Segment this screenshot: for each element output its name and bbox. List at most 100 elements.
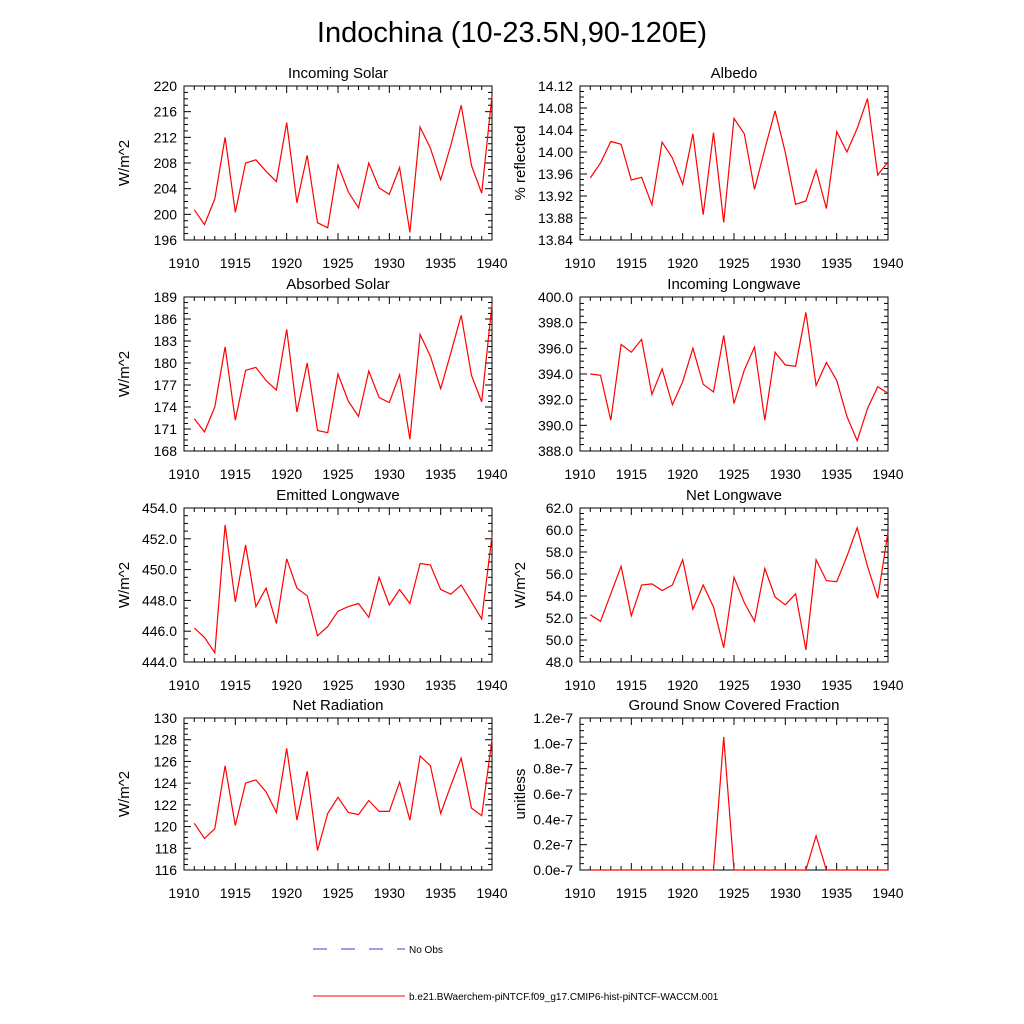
- y-tick-label: 400.0: [538, 289, 573, 305]
- x-tick-label: 1925: [718, 885, 749, 901]
- y-tick-label: 116: [155, 862, 178, 878]
- x-tick-label: 1930: [374, 677, 405, 693]
- x-tick-label: 1910: [168, 255, 199, 271]
- x-tick-label: 1920: [271, 885, 302, 901]
- y-tick-label: 58.0: [546, 544, 573, 560]
- y-tick-label: 0.2e-7: [533, 837, 573, 853]
- y-tick-label: 50.0: [546, 632, 573, 648]
- x-tick-label: 1940: [872, 885, 903, 901]
- y-tick-label: 122: [154, 797, 178, 813]
- x-tick-label: 1935: [821, 885, 852, 901]
- chart-panel: Albedo % reflected 1910 1915 1920 1925 1930 193…: [512, 65, 904, 271]
- y-axis-label: W/m^2: [116, 351, 133, 397]
- x-tick-label: 1940: [476, 885, 507, 901]
- x-tick-label: 1925: [322, 885, 353, 901]
- y-tick-label: 54.0: [546, 588, 573, 604]
- x-tick-label: 1930: [770, 885, 801, 901]
- chart-panel: Emitted Longwave W/m^2 1910 1915 1920 1925 193…: [116, 487, 508, 693]
- y-tick-label: 52.0: [546, 610, 573, 626]
- x-tick-label: 1930: [374, 466, 405, 482]
- panels: Incoming Solar W/m^2 1910 1915 1920 1925 1930 1…: [116, 65, 904, 901]
- y-tick-label: 130: [154, 710, 178, 726]
- x-tick-label: 1925: [322, 255, 353, 271]
- series-line: [589, 525, 889, 651]
- y-tick-label: 398.0: [538, 315, 573, 331]
- series-line: [193, 304, 493, 440]
- y-tick-label: 448.0: [142, 592, 177, 608]
- chart-panel: Net Radiation W/m^2 1910 1915 1920 1925 1930 19…: [116, 697, 508, 901]
- x-tick-label: 1915: [616, 677, 647, 693]
- legend-label-no-obs: No Obs: [409, 945, 443, 956]
- y-tick-label: 0.6e-7: [533, 786, 573, 802]
- x-tick-label: 1910: [168, 677, 199, 693]
- x-tick-label: 1910: [564, 466, 595, 482]
- x-tick-label: 1935: [821, 677, 852, 693]
- x-tick-label: 1920: [271, 677, 302, 693]
- chart-panel: Ground Snow Covered Fraction unitless 1910…: [512, 697, 904, 901]
- y-tick-label: 204: [154, 181, 178, 197]
- x-tick-label: 1930: [374, 255, 405, 271]
- x-tick-label: 1940: [872, 677, 903, 693]
- x-tick-label: 1915: [616, 885, 647, 901]
- plot-frame: [183, 507, 493, 663]
- y-tick-label: 13.84: [538, 232, 573, 248]
- series-line: [590, 312, 889, 443]
- x-tick-label: 1940: [872, 466, 903, 482]
- y-tick-label: 0.4e-7: [533, 811, 573, 827]
- x-tick-label: 1915: [220, 255, 251, 271]
- x-tick-label: 1915: [616, 255, 647, 271]
- y-tick-label: 212: [154, 129, 178, 145]
- y-tick-label: 183: [154, 333, 178, 349]
- y-tick-label: 124: [154, 775, 178, 791]
- y-tick-label: 388.0: [538, 443, 573, 459]
- series-line: [193, 524, 493, 655]
- x-tick-label: 1920: [667, 255, 698, 271]
- x-tick-label: 1940: [476, 677, 507, 693]
- y-tick-label: 14.12: [538, 78, 573, 94]
- y-tick-label: 13.96: [538, 166, 573, 182]
- series-line: [193, 95, 493, 233]
- x-tick-label: 1930: [770, 677, 801, 693]
- y-tick-label: 180: [154, 355, 178, 371]
- x-tick-label: 1920: [271, 255, 302, 271]
- y-tick-label: 186: [154, 311, 178, 327]
- y-tick-label: 177: [154, 377, 178, 393]
- x-tick-label: 1935: [821, 255, 852, 271]
- legend-label-model: b.e21.BWaerchem-piNTCF.f09_g17.CMIP6-his…: [409, 992, 719, 1003]
- x-tick-label: 1920: [667, 677, 698, 693]
- x-tick-label: 1930: [770, 255, 801, 271]
- y-tick-label: 62.0: [546, 500, 573, 516]
- x-tick-label: 1920: [271, 466, 302, 482]
- y-axis-label: unitless: [512, 769, 529, 820]
- chart-panel: Net Longwave W/m^2 1910 1915 1920 1925 1930 193…: [512, 487, 904, 693]
- panel-title: Absorbed Solar: [286, 276, 389, 293]
- y-tick-label: 392.0: [538, 392, 573, 408]
- x-tick-label: 1925: [322, 677, 353, 693]
- series-line: [589, 98, 889, 223]
- x-tick-label: 1915: [220, 677, 251, 693]
- y-tick-label: 14.04: [538, 122, 573, 138]
- x-tick-label: 1930: [374, 885, 405, 901]
- x-tick-label: 1910: [168, 466, 199, 482]
- y-tick-label: 13.92: [538, 188, 573, 204]
- y-axis-label: W/m^2: [116, 771, 133, 817]
- y-tick-label: 200: [154, 206, 178, 222]
- y-tick-label: 454.0: [142, 500, 177, 516]
- y-tick-label: 1.0e-7: [533, 735, 573, 751]
- x-tick-label: 1910: [168, 885, 199, 901]
- plot-frame: [579, 717, 889, 871]
- y-tick-label: 126: [154, 753, 178, 769]
- x-tick-label: 1935: [425, 885, 456, 901]
- x-tick-label: 1925: [718, 677, 749, 693]
- x-tick-label: 1915: [220, 885, 251, 901]
- y-axis-label: W/m^2: [116, 140, 133, 186]
- y-tick-label: 14.08: [538, 100, 573, 116]
- x-tick-label: 1930: [770, 466, 801, 482]
- plot-frame: [579, 507, 889, 663]
- x-tick-label: 1910: [564, 885, 595, 901]
- y-tick-label: 208: [154, 155, 178, 171]
- y-tick-label: 56.0: [546, 566, 573, 582]
- x-tick-label: 1910: [564, 677, 595, 693]
- panel-title: Emitted Longwave: [276, 487, 399, 504]
- figure-title: Indochina (10-23.5N,90-120E): [317, 17, 707, 49]
